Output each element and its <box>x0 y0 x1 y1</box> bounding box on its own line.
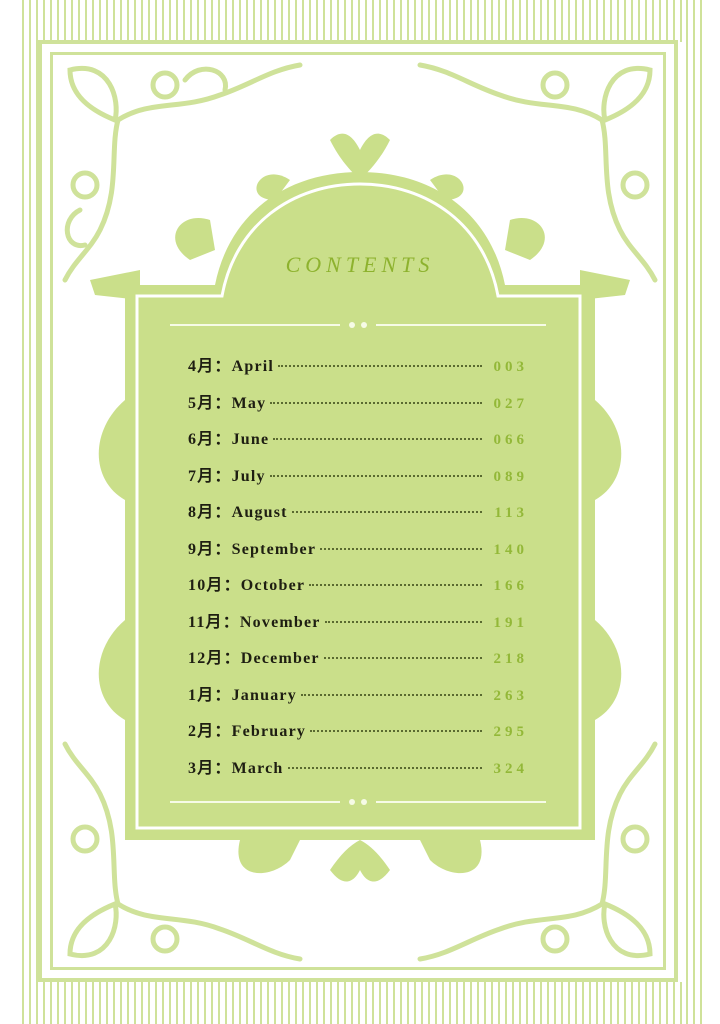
stripe-border-left <box>22 0 38 1024</box>
toc-page-number: 066 <box>493 432 528 448</box>
toc-entry[interactable]: 10月：October 166 <box>188 571 528 594</box>
toc-entry-label: 6月：June <box>188 431 270 448</box>
contents-title: CONTENTS <box>285 252 435 277</box>
toc-entry[interactable]: 12月：December 218 <box>188 644 528 667</box>
dot-leader <box>324 620 482 623</box>
dot-leader <box>323 657 482 659</box>
toc-entry-label: 4月：April <box>188 358 275 375</box>
toc-entry[interactable]: 8月：August 113 <box>188 498 528 521</box>
corner-swirl-top-left <box>62 62 303 283</box>
corner-swirl-bottom-right <box>417 741 658 962</box>
toc-page-number: 113 <box>494 505 528 521</box>
toc-entry-label: 2月：February <box>188 723 307 740</box>
toc-entry[interactable]: 2月：February 295 <box>188 717 528 740</box>
dot-leader <box>287 766 482 769</box>
toc-entry-label: 9月：September <box>188 540 317 558</box>
toc-page-number: 166 <box>493 578 528 594</box>
toc-entry[interactable]: 7月：July 089 <box>188 462 528 485</box>
mirror-frame <box>90 133 630 882</box>
toc-entry[interactable]: 4月：April 003 <box>188 352 528 375</box>
stripe-border-top <box>22 0 702 42</box>
toc-entry[interactable]: 9月：September 140 <box>188 535 528 558</box>
toc-entry-label: 8月：August <box>188 504 288 521</box>
toc-entry[interactable]: 11月：November 191 <box>188 608 528 631</box>
panel-inner-border <box>135 182 582 830</box>
toc-page-number: 324 <box>493 760 528 777</box>
toc-entry-label: 10月：October <box>188 577 306 594</box>
divider-top <box>170 322 546 328</box>
dot-leader <box>273 438 482 440</box>
toc-entry-label: 5月：May <box>188 394 267 412</box>
dot-leader <box>300 693 482 696</box>
toc-entry-label: 11月：November <box>188 613 321 631</box>
toc-entry[interactable]: 5月：May 027 <box>188 389 528 412</box>
dot-leader <box>278 365 482 367</box>
toc-entry[interactable]: 3月：March 324 <box>188 754 528 777</box>
dot-leader <box>270 401 482 404</box>
dot-leader <box>309 584 482 586</box>
toc-page-number: 295 <box>493 724 528 740</box>
dot-leader <box>310 730 482 732</box>
toc-entry[interactable]: 6月：June 066 <box>188 425 528 448</box>
toc-page-number: 027 <box>493 395 528 412</box>
divider-bottom <box>170 799 546 805</box>
toc-entry[interactable]: 1月：January 263 <box>188 681 528 704</box>
toc-entry-label: 12月：December <box>188 650 320 667</box>
corner-swirl-top-right <box>417 62 658 283</box>
stripe-border-bottom <box>22 982 702 1024</box>
toc-page-number: 218 <box>493 651 528 667</box>
toc-entry-label: 7月：July <box>188 467 266 485</box>
toc-entry-label: 3月：March <box>188 759 284 777</box>
toc-entry-label: 1月：January <box>188 686 297 704</box>
toc-page-number: 263 <box>493 687 528 704</box>
stripe-border-right <box>686 0 702 1024</box>
corner-swirl-bottom-left <box>62 741 303 962</box>
inner-frame <box>50 52 666 970</box>
toc-page-number: 140 <box>493 541 528 558</box>
dot-leader <box>291 511 482 513</box>
dot-leader <box>269 474 482 477</box>
toc-page-number: 191 <box>493 614 528 631</box>
toc-page-number: 089 <box>493 468 528 485</box>
toc-page-number: 003 <box>493 359 528 375</box>
dot-leader <box>320 547 482 550</box>
